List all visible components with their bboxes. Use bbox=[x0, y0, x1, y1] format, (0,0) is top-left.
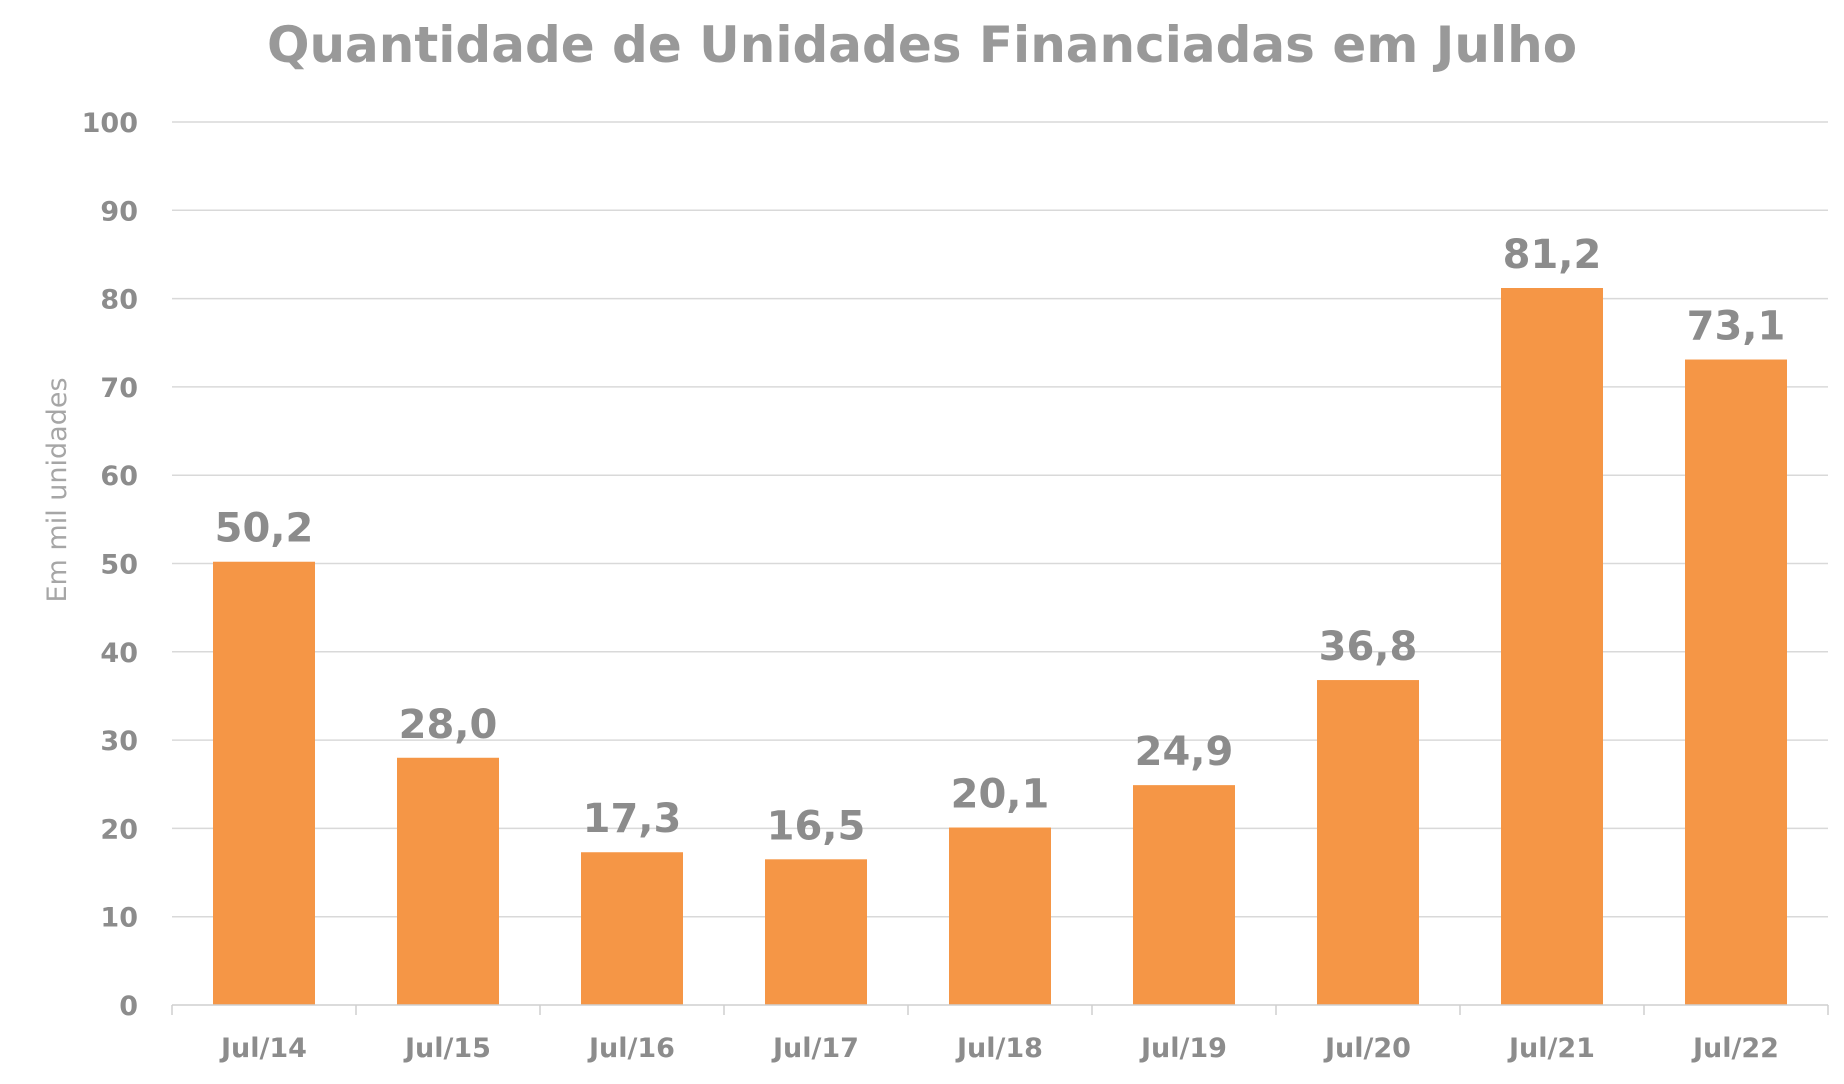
bar bbox=[1133, 785, 1235, 1005]
y-tick-label: 40 bbox=[100, 638, 138, 669]
bar bbox=[213, 561, 315, 1005]
bar bbox=[397, 757, 499, 1005]
y-tick-label: 80 bbox=[100, 285, 138, 316]
bar bbox=[1501, 288, 1603, 1005]
y-tick-label: 0 bbox=[119, 991, 138, 1022]
x-tick-label: Jul/22 bbox=[1691, 1033, 1779, 1064]
y-tick-label: 70 bbox=[100, 373, 138, 404]
x-axis-ticks: Jul/14 Jul/15 Jul/16 Jul/17 Jul/18 Jul/19 Jul/… bbox=[219, 1033, 1779, 1064]
y-axis-ticks: 0 10 20 30 40 50 60 70 80 90 100 bbox=[82, 108, 138, 1022]
y-tick-label: 50 bbox=[100, 550, 138, 581]
x-tick-label: Jul/15 bbox=[403, 1033, 491, 1064]
data-label: 28,0 bbox=[399, 702, 498, 748]
bars bbox=[213, 288, 1787, 1006]
y-axis-label: Em mil unidades bbox=[42, 377, 73, 602]
x-tick-label: Jul/21 bbox=[1507, 1033, 1595, 1064]
bar bbox=[949, 827, 1051, 1005]
data-label: 50,2 bbox=[215, 506, 314, 552]
y-tick-label: 90 bbox=[100, 196, 138, 227]
x-tick-label: Jul/17 bbox=[771, 1033, 859, 1064]
y-tick-label: 20 bbox=[100, 814, 138, 845]
data-label: 17,3 bbox=[583, 796, 682, 842]
data-label: 73,1 bbox=[1687, 304, 1786, 350]
x-tick-label: Jul/20 bbox=[1323, 1033, 1411, 1064]
x-tick-label: Jul/18 bbox=[955, 1033, 1043, 1064]
data-label: 24,9 bbox=[1135, 729, 1234, 775]
data-labels: 50,2 28,0 17,3 16,5 20,1 24,9 36,8 81,2 73,1 bbox=[215, 232, 1786, 849]
chart-title: Quantidade de Unidades Financiadas em Ju… bbox=[267, 16, 1577, 74]
y-tick-label: 30 bbox=[100, 726, 138, 757]
x-tick-label: Jul/16 bbox=[587, 1033, 675, 1064]
x-tick-label: Jul/19 bbox=[1139, 1033, 1227, 1064]
x-axis bbox=[171, 1004, 1829, 1015]
data-label: 81,2 bbox=[1503, 232, 1602, 278]
x-tick-label: Jul/14 bbox=[219, 1033, 307, 1064]
bar bbox=[1317, 680, 1419, 1005]
y-tick-label: 10 bbox=[100, 903, 138, 934]
bar bbox=[1685, 359, 1787, 1006]
y-tick-label: 60 bbox=[100, 461, 138, 492]
data-label: 20,1 bbox=[951, 772, 1050, 818]
y-tick-label: 100 bbox=[82, 108, 138, 139]
bar bbox=[581, 852, 683, 1005]
data-label: 16,5 bbox=[767, 803, 866, 849]
bar bbox=[765, 859, 867, 1005]
data-label: 36,8 bbox=[1319, 624, 1418, 670]
